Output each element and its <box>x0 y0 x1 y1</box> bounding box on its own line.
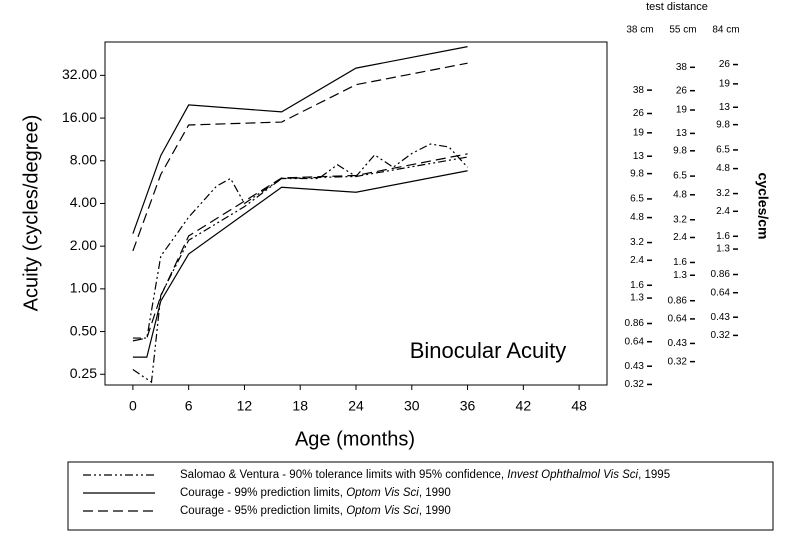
right-tick-label: 3.2 <box>716 188 730 199</box>
right-tick-label: 4.8 <box>716 163 730 174</box>
right-tick-label: 9.8 <box>630 168 644 179</box>
right-axis-header: 38 cm <box>626 25 653 36</box>
series-line <box>132 62 468 252</box>
right-tick-label: 1.6 <box>673 257 687 268</box>
x-tick-label: 42 <box>516 398 532 414</box>
y-tick-label: 8.00 <box>70 151 97 167</box>
legend-text-part: , 1995 <box>638 469 670 481</box>
right-tick-label: 0.32 <box>625 379 645 390</box>
series-line <box>132 153 468 342</box>
right-tick-label: 0.43 <box>711 312 731 323</box>
right-tick-label: 0.43 <box>625 361 645 372</box>
plot-frame <box>104 41 608 386</box>
right-tick-label: 19 <box>719 79 731 90</box>
right-tick-label: 13 <box>633 151 645 162</box>
right-axes-unit: cycles/cm <box>755 173 771 240</box>
right-tick-label: 2.4 <box>673 232 687 243</box>
x-tick-label: 6 <box>185 398 193 414</box>
right-tick-label: 1.3 <box>716 244 730 255</box>
legend-text-part: Salomao & Ventura - 90% tolerance limits… <box>180 469 507 481</box>
legend-label: Courage - 95% prediction limits, Optom V… <box>180 505 451 517</box>
right-tick-label: 0.86 <box>625 318 645 329</box>
right-tick-label: 6.5 <box>630 194 644 205</box>
right-axes-title: test distance <box>646 1 708 13</box>
right-tick-label: 38 <box>676 62 688 73</box>
x-tick-label: 36 <box>460 398 476 414</box>
right-tick-label: 26 <box>633 108 645 119</box>
right-tick-label: 6.5 <box>673 171 687 182</box>
right-tick-label: 9.8 <box>673 145 687 156</box>
right-tick-label: 19 <box>676 105 688 116</box>
right-tick-label: 4.8 <box>673 189 687 200</box>
right-tick-label: 0.64 <box>668 314 688 325</box>
legend-text-part: Courage - 95% prediction limits, <box>180 505 346 517</box>
right-tick-label: 38 <box>633 85 645 96</box>
legend-box <box>67 461 774 531</box>
right-axis-header: 55 cm <box>669 25 696 36</box>
right-tick-label: 4.8 <box>630 212 644 223</box>
series-line <box>132 143 468 339</box>
right-tick-label: 0.64 <box>711 287 731 298</box>
legend-text-part: Optom Vis Sci <box>346 505 419 517</box>
y-tick-label: 32.00 <box>62 66 97 82</box>
series-line <box>132 46 468 234</box>
x-tick-label: 48 <box>571 398 587 414</box>
series-line <box>132 156 468 384</box>
x-tick-label: 12 <box>237 398 253 414</box>
right-tick-label: 13 <box>719 102 731 113</box>
x-tick-label: 18 <box>292 398 308 414</box>
right-tick-label: 1.3 <box>630 293 644 304</box>
legend-label: Courage - 99% prediction limits, Optom V… <box>180 487 451 499</box>
right-tick-label: 6.5 <box>716 145 730 156</box>
annotation: Binocular Acuity <box>410 338 567 363</box>
y-tick-label: 4.00 <box>70 194 97 210</box>
legend-text-part: Invest Ophthalmol Vis Sci <box>507 469 638 481</box>
right-tick-label: 0.86 <box>711 269 731 280</box>
right-tick-label: 19 <box>633 127 645 138</box>
y-tick-label: 2.00 <box>70 237 97 253</box>
right-tick-label: 2.4 <box>630 255 644 266</box>
right-tick-label: 0.32 <box>711 330 731 341</box>
right-tick-label: 26 <box>719 59 731 70</box>
right-tick-label: 1.3 <box>673 270 687 281</box>
right-tick-label: 0.43 <box>668 338 688 349</box>
right-tick-label: 3.2 <box>673 214 687 225</box>
x-tick-label: 30 <box>404 398 420 414</box>
legend-text-part: Courage - 99% prediction limits, <box>180 487 346 499</box>
y-axis-label: Acuity (cycles/degree) <box>20 115 42 312</box>
x-tick-label: 24 <box>348 398 364 414</box>
right-tick-label: 1.6 <box>716 231 730 242</box>
y-tick-label: 16.00 <box>62 109 97 125</box>
right-tick-label: 3.2 <box>630 237 644 248</box>
right-tick-label: 2.4 <box>716 206 730 217</box>
right-tick-label: 13 <box>676 128 688 139</box>
legend-label: Salomao & Ventura - 90% tolerance limits… <box>180 469 670 481</box>
right-tick-label: 0.64 <box>625 336 645 347</box>
y-tick-label: 1.00 <box>70 280 97 296</box>
y-tick-label: 0.50 <box>70 322 97 338</box>
right-tick-label: 26 <box>676 85 688 96</box>
legend-text-part: , 1990 <box>419 487 451 499</box>
y-tick-label: 0.25 <box>70 365 97 381</box>
right-tick-label: 9.8 <box>716 119 730 130</box>
x-axis-label: Age (months) <box>295 428 415 450</box>
legend-text-part: Optom Vis Sci <box>346 487 419 499</box>
right-axis-header: 84 cm <box>712 25 739 36</box>
x-tick-label: 0 <box>129 398 137 414</box>
legend-text-part: , 1990 <box>419 505 451 517</box>
series-line <box>132 170 468 358</box>
right-tick-label: 0.86 <box>668 295 688 306</box>
right-tick-label: 1.6 <box>630 280 644 291</box>
right-tick-label: 0.32 <box>668 356 688 367</box>
